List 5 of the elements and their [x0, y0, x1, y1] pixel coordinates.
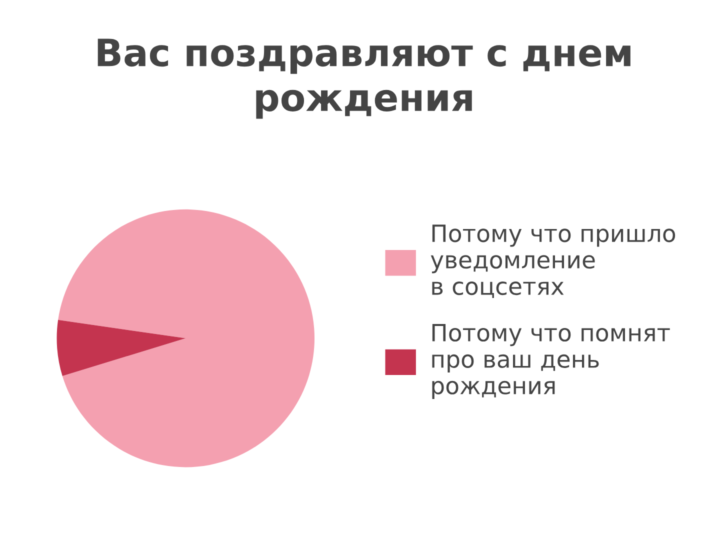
legend-label: Потому что помнят про ваш день рождения: [432, 324, 670, 399]
chart-title: Вас поздравляют с днем рождения: [98, 38, 630, 119]
legend-label: Потому что пришло уведомление в соцсетях: [430, 224, 676, 298]
pie-slice: [58, 209, 315, 468]
pie-slice: [56, 320, 186, 376]
